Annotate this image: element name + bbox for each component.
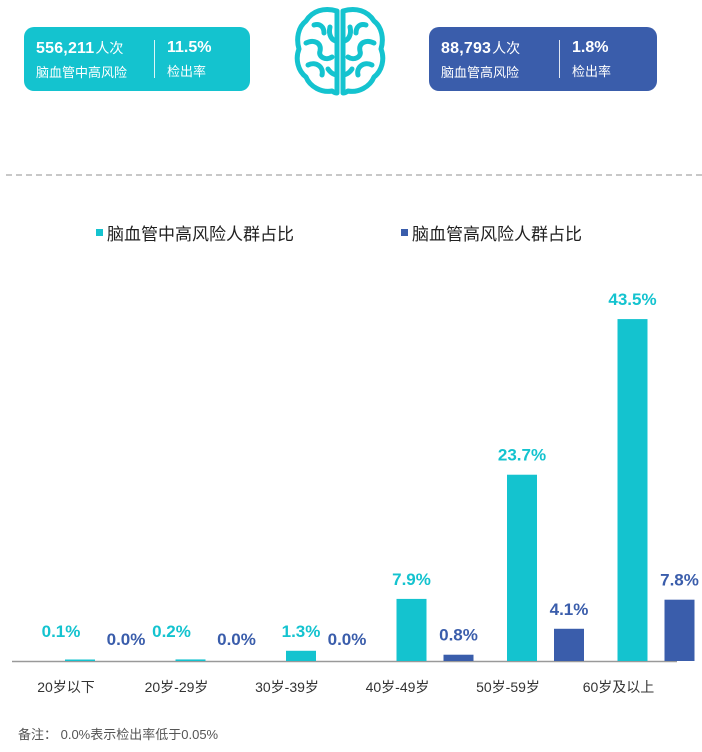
- bar-high-risk: [554, 628, 584, 661]
- stat-label: 脑血管中高风险: [36, 64, 128, 80]
- brain-icon: [294, 6, 386, 96]
- legend-label: 脑血管高风险人群占比: [412, 225, 582, 244]
- value-label-mid-high: 0.1%: [42, 622, 81, 641]
- value-label-mid-high: 43.5%: [608, 290, 656, 309]
- category-label: 60岁及以上: [583, 679, 655, 695]
- stat-count-block: 88,793 人次 脑血管高风险: [429, 38, 551, 81]
- value-label-mid-high: 1.3%: [282, 622, 321, 641]
- value-label-high: 0.8%: [439, 626, 478, 645]
- stat-divider: [559, 40, 560, 78]
- stat-count-unit: 人次: [492, 39, 521, 56]
- stat-count: 88,793: [441, 39, 492, 57]
- value-label-high: 0.0%: [328, 630, 367, 649]
- bar-mid-high-risk: [65, 659, 95, 661]
- bar-high-risk: [664, 599, 695, 661]
- bar-mid-high-risk: [617, 319, 648, 661]
- stat-divider: [154, 40, 155, 78]
- stat-rate-block: 1.8% 检出率: [572, 39, 611, 80]
- stat-count-unit: 人次: [95, 39, 124, 56]
- legend-item-high: 脑血管高风险人群占比: [401, 220, 582, 245]
- stat-card-mid-high-risk: 556,211 人次 脑血管中高风险 11.5% 检出率: [24, 27, 250, 91]
- value-label-high: 4.1%: [550, 600, 589, 619]
- value-label-mid-high: 23.7%: [498, 446, 546, 465]
- bar-high-risk: [443, 654, 474, 661]
- value-label-mid-high: 7.9%: [392, 570, 431, 589]
- category-label: 40岁-49岁: [366, 679, 430, 695]
- category-label: 30岁-39岁: [255, 679, 319, 695]
- legend-swatch: [401, 229, 408, 236]
- value-label-high: 7.8%: [660, 571, 699, 590]
- stat-rate-label: 检出率: [572, 63, 612, 79]
- stat-label: 脑血管高风险: [441, 64, 520, 80]
- bar-chart: 0.1% 0.0% 20岁以下 0.2% 0.0% 20岁-29岁 1.3% 0.0% 30岁-…: [12, 290, 699, 695]
- stat-rate-label: 检出率: [167, 63, 207, 79]
- category-label: 50岁-59岁: [476, 679, 540, 695]
- legend-label: 脑血管中高风险人群占比: [107, 225, 294, 244]
- stat-count: 556,211: [36, 39, 95, 57]
- stat-rate-block: 11.5% 检出率: [167, 39, 211, 80]
- section-divider: [6, 174, 702, 176]
- bar-mid-high-risk: [396, 598, 427, 661]
- stat-rate: 1.8%: [572, 38, 609, 56]
- value-label-high: 0.0%: [107, 630, 146, 649]
- bar-mid-high-risk: [507, 474, 537, 661]
- stat-rate: 11.5%: [167, 38, 212, 56]
- footnote: 备注： 0.0%表示检出率低于0.05%: [18, 727, 219, 742]
- category-label: 20岁-29岁: [145, 679, 209, 695]
- value-label-mid-high: 0.2%: [152, 622, 191, 641]
- bar-mid-high-risk: [286, 650, 316, 661]
- legend-swatch: [96, 229, 103, 236]
- legend-item-mid-high: 脑血管中高风险人群占比: [96, 220, 294, 245]
- bar-mid-high-risk: [175, 659, 206, 661]
- stat-card-high-risk: 88,793 人次 脑血管高风险 1.8% 检出率: [429, 27, 657, 91]
- value-label-high: 0.0%: [217, 630, 256, 649]
- stat-count-block: 556,211 人次 脑血管中高风险: [24, 38, 146, 81]
- category-label: 20岁以下: [37, 679, 95, 695]
